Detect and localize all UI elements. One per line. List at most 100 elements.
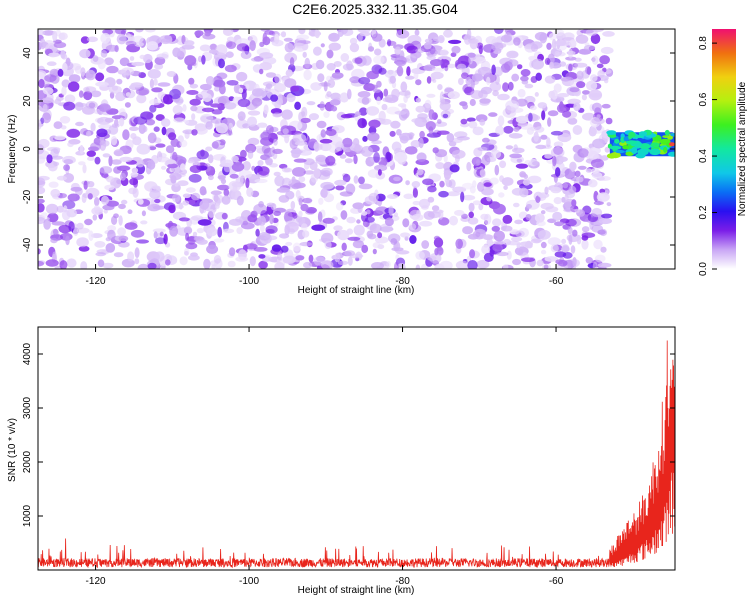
spectrogram-cell [119,156,133,163]
spectrogram-cell [87,156,95,161]
spectrogram-cell [274,73,282,84]
spectrogram-cell [405,180,410,186]
spectrogram-cell [433,235,441,241]
spectrogram-cell [423,210,435,220]
spectrogram-cell [587,150,599,160]
spectrogram-cell [124,222,138,230]
spectrogram-cell [604,146,610,153]
spectrogram-cell [326,49,334,59]
spectrogram-cell [317,211,323,222]
spectrogram-cell [147,69,161,79]
spectrogram-cell [514,219,523,225]
spectrogram-cell [537,102,547,109]
signal-cell [608,134,617,138]
spectrogram-cell [75,121,84,127]
spectrogram-cell [319,138,333,144]
spectrogram-cell [143,53,153,64]
spectrogram-cell [352,240,364,249]
spectrogram-cell [145,119,156,126]
signal-cell [649,148,661,156]
spectrogram-cell [335,202,344,211]
spectrogram-cell [135,87,150,96]
spectrogram-cell [223,188,230,197]
spectrogram-cell [76,237,89,248]
y-tick-label: 20 [22,95,33,107]
signal-cell [609,145,622,150]
spectrogram-cell [530,238,542,244]
spectrogram-cell [320,43,325,48]
spectrogram-cell [590,158,605,168]
spectrogram-cell [316,120,327,129]
spectrogram-cell [183,226,193,235]
spectrogram-cell [38,186,46,195]
spectrogram-cell [246,116,258,127]
spectrogram-cell [359,107,368,116]
spectrogram-cell [284,78,297,88]
spectrogram-cell [448,179,456,189]
spectrogram-cell [544,153,553,159]
spectrogram-cell [56,175,67,181]
spectrogram-cell [544,256,559,262]
spectrogram-cell [600,155,609,161]
spectrogram-cell [262,32,268,44]
spectrogram-cell [426,76,432,84]
spectrogram-cell [553,197,562,205]
spectrogram-cell [295,255,305,261]
spectrogram-cell [404,146,418,155]
spectrogram-cell [250,57,262,62]
spectrogram-cell [540,249,547,255]
spectrogram-cell [374,48,382,56]
spectrogram-cell [437,35,445,44]
spectrogram-cell [269,213,274,225]
spectrogram-cell [242,161,251,171]
spectrogram-cell [199,44,211,52]
spectrogram-cell [57,68,64,77]
spectrogram-cell [201,55,206,65]
spectrogram-cell [488,112,498,117]
spectrogram-cell [210,103,222,108]
spectrogram-cell [460,191,465,203]
spectrogram-cell [76,222,84,230]
spectrogram-cell [104,184,115,191]
spectrogram-cell [197,219,212,226]
spectrogram-cell [113,166,122,174]
signal-cell [639,143,651,150]
spectrogram-cell [241,89,247,100]
spectrogram-cell [430,71,444,80]
spectrogram-cell [546,137,551,148]
spectrogram-cell [334,179,347,186]
spectrogram-cell [342,137,353,148]
spectrogram-cell [134,258,140,265]
spectrogram-cell [366,70,379,80]
signal-cell [623,136,629,142]
spectrogram-cell [544,57,551,65]
spectrogram-cell [154,63,164,70]
spectrogram-cell [455,260,470,269]
spectrogram-cell [311,224,326,231]
spectrogram-cell [177,180,189,187]
spectrogram-cell [46,61,57,66]
spectrogram-cell [237,111,246,121]
colorbar-tick-label: 0.4 [698,149,709,163]
spectrogram-cell [84,218,93,226]
spectrogram-cell [309,161,318,171]
spectrogram-cell [347,88,352,100]
spectrogram-cell [527,175,542,184]
spectrogram-cell [486,238,493,248]
spectrogram-cell [225,51,234,58]
spectrogram-cell [398,90,411,96]
spectrogram-cell [193,236,204,242]
spectrogram-cell [92,214,98,221]
spectrogram-cell [437,119,442,124]
spectrogram-cell [110,136,118,146]
spectrogram-cell [290,149,303,155]
spectrogram-cell [180,163,186,171]
spectrogram-cell [589,93,602,98]
spectrogram-cell [493,230,505,242]
spectrogram-cell [127,209,133,214]
spectrogram-cell [298,176,306,183]
spectrogram-cell [282,255,296,264]
spectrogram-cell [45,203,59,215]
spectrogram-cell [599,55,610,65]
spectrogram-cell [475,114,488,123]
